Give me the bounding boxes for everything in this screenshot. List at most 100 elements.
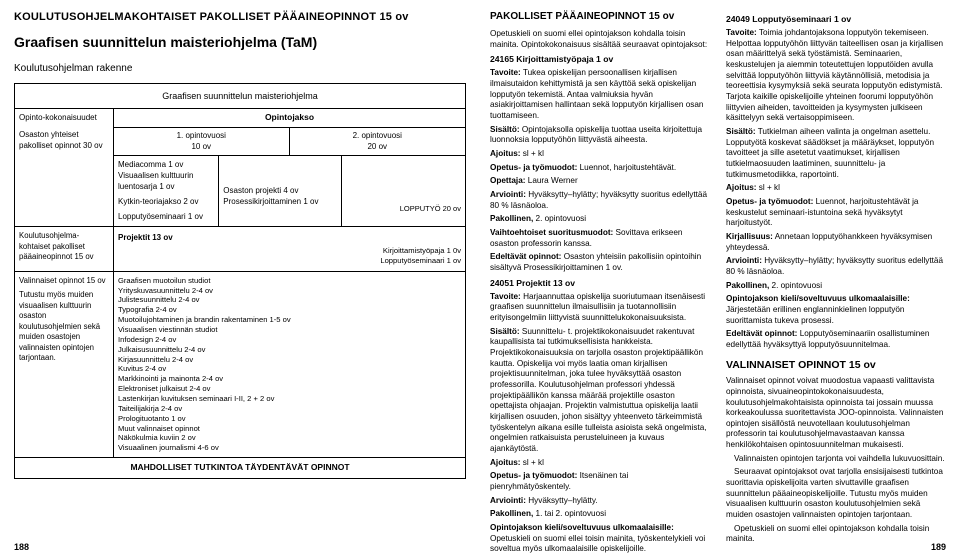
course-line: Pakollinen, 1. tai 2. opintovuosi [490,509,710,520]
course-line: Tavoite: Harjaannuttaa opiskelija suoriu… [490,292,710,324]
year-2-ov: 20 ov [367,142,387,151]
side-label: Opinto-kokonaisuudet [19,113,109,124]
diagram-main-2: Projektit 13 ov Kirjoittamistyöpaja 1 0v… [114,227,465,270]
intro-text: Opetuskieli on suomi ellei opintojakson … [490,29,710,50]
right-sub-1: PAKOLLISET PÄÄAINEOPINNOT 15 ov Opetuski… [480,0,720,556]
course-item: Osaston projekti 4 ov [223,186,337,197]
course-line: Tavoite: Tukea opiskelijan persoonallise… [490,68,710,121]
course-line: Arviointi: Hyväksytty–hylätty; hyväksytt… [726,256,946,277]
list-heading: Graafisen muotoilun studiot [118,276,461,286]
body-text: Valinnaiset opinnot voivat muodostua vap… [726,376,946,451]
side-label: Osaston yhteiset pakolliset opinnot 30 o… [19,130,109,152]
label: Opetus- ja työmuodot: [490,471,577,480]
value: Toimia johdantojaksona lopputyön tekemis… [726,28,943,122]
list-item: Prologituotanto 1 ov [118,414,461,424]
year-1: 1. opintovuosi 10 ov [114,128,290,156]
course-line: Opintojakson kieli/soveltuvuus ulkomaala… [490,523,710,555]
course-title: 24165 Kirjoittamistyöpaja 1 ov [490,54,710,65]
year-row: 1. opintovuosi 10 ov 2. opintovuosi 20 o… [114,128,465,157]
course-item: Visuaalisen kulttuurin luentosarja 1 ov [118,171,214,193]
label: Pakollinen, [726,281,769,290]
list-item: Julkaisusuunnittelu 2-4 ov [118,345,461,355]
elective-list: Graafisen muotoilun studiot Yrityskuvasu… [114,272,465,457]
diagram-side-1: Opinto-kokonaisuudet Osaston yhteiset pa… [15,109,114,226]
label: Opintojakson kieli/soveltuvuus ulkomaala… [490,523,674,532]
valinnaiset-head: Valinnaiset opinnot 15 ov [19,276,109,287]
body-col-2: Osaston projekti 4 ov Prosessikirjoittam… [219,156,342,226]
valinnaiset-heading: VALINNAISET OPINNOT 15 ov [726,359,946,373]
label: Pakollinen, [490,214,533,223]
value: Hyväksytty–hylätty. [526,496,598,505]
list-item: Elektroniset julkaisut 2-4 ov [118,384,461,394]
course-line: Sisältö: Opintojaksolla opiskelija tuott… [490,125,710,146]
value: 2. opintovuosi [769,281,822,290]
section-heading: PAKOLLISET PÄÄAINEOPINNOT 15 ov [490,10,710,23]
diagram-row-1: Opinto-kokonaisuudet Osaston yhteiset pa… [15,109,465,227]
course-line: Kirjallisuus: Annetaan lopputyöhankkeen … [726,232,946,253]
diagram-row-2: Koulutusohjelma-kohtaiset pakolliset pää… [15,227,465,271]
course-line: Opetus- ja työmuodot: Luennot, harjoitus… [726,197,946,229]
course-line: Pakollinen, 2. opintovuosi [726,281,946,292]
course-line: Opetus- ja työmuodot: Luennot, harjoitus… [490,163,710,174]
label: Edeltävät opinnot: [726,329,797,338]
subheading: Koulutusohjelman rakenne [14,62,466,76]
course-line: Ajoitus: sl + kl [726,183,946,194]
list-item: Kirjasuunnittelu 2-4 ov [118,355,461,365]
right-sub-2: 24049 Lopputyöseminaari 1 ov Tavoite: To… [720,0,960,556]
diagram-side-3: Valinnaiset opinnot 15 ov Tutustu myös m… [15,272,114,457]
diagram-row-3: Valinnaiset opinnot 15 ov Tutustu myös m… [15,272,465,458]
body-col-3: LOPPUTYÖ 20 ov [342,156,465,226]
heading-main: KOULUTUSOHJELMAKOHTAISET PAKOLLISET PÄÄA… [14,10,466,25]
label: Tavoite: [726,28,757,37]
label: Sisältö: [726,127,756,136]
label: Arviointi: [726,256,762,265]
value: Järjestetään erillinen englanninkielinen… [726,305,904,325]
heading-program: Graafisen suunnittelun maisteriohjelma (… [14,33,466,52]
course-line: Sisältö: Suunnittelu- t. projektikokonai… [490,327,710,455]
list-item: Markkinointi ja mainonta 2-4 ov [118,374,461,384]
opintojakso-head: Opintojakso [114,109,465,127]
label: Tavoite: [490,68,521,77]
value: Tutkielman aiheen valinta ja ongelman as… [726,127,934,179]
course-title: 24051 Projektit 13 ov [490,278,710,289]
value: sl + kl [756,183,779,192]
course-item: Prosessikirjoittaminen 1 ov [223,197,337,208]
page: KOULUTUSOHJELMAKOHTAISET PAKOLLISET PÄÄA… [0,0,960,556]
list-item: Julistesuunnittelu 2-4 ov [118,295,461,305]
label: Kirjallisuus: [726,232,773,241]
label: Arviointi: [490,190,526,199]
value: Laura Werner [526,176,578,185]
list-item: Kuvitus 2-4 ov [118,364,461,374]
value: Opintojaksolla opiskelija tuottaa useita… [490,125,702,145]
body-text: Valinnaisten opintojen tarjonta voi vaih… [726,454,946,465]
list-item: Typografia 2-4 ov [118,305,461,315]
projektit-title: Projektit 13 ov [118,231,461,246]
label: Opetus- ja työmuodot: [490,163,577,172]
value: Suunnittelu- t. projektikokonaisuudet ra… [490,327,707,453]
label: Arviointi: [490,496,526,505]
valinnaiset-note: Tutustu myös muiden visuaalisen kulttuur… [19,290,109,364]
course-line: Sisältö: Tutkielman aiheen valinta ja on… [726,127,946,180]
label: Edeltävät opinnot: [490,252,561,261]
course-line: Arviointi: Hyväksytty–hylätty. [490,496,710,507]
value: sl + kl [520,458,543,467]
course-line: Edeltävät opinnot: Lopputyöseminaariin o… [726,329,946,350]
right-column: PAKOLLISET PÄÄAINEOPINNOT 15 ov Opetuski… [480,0,960,556]
course-line: Pakollinen, 2. opintovuosi [490,214,710,225]
page-number-left: 188 [14,542,29,552]
course-item: Lopputyöseminaari 1 ov [118,212,214,223]
year-2: 2. opintovuosi 20 ov [290,128,466,156]
year-1-ov: 10 ov [191,142,211,151]
value: sl + kl [520,149,543,158]
label: Ajoitus: [490,458,520,467]
course-line: Ajoitus: sl + kl [490,149,710,160]
course-line: Opintojakson kieli/soveltuvuus ulkomaala… [726,294,946,326]
list-item: Visuaalinen journalismi 4-6 ov [118,443,461,453]
label: Vaihtoehtoiset suoritusmuodot: [490,228,613,237]
left-column: KOULUTUSOHJELMAKOHTAISET PAKOLLISET PÄÄA… [0,0,480,556]
list-item: Muotoilujohtaminen ja brandin rakentamin… [118,315,461,325]
list-item: Visuaalisen viestinnän studiot [118,325,461,335]
list-item: Taiteilijakirja 2-4 ov [118,404,461,414]
diagram-footer: MAHDOLLISET TUTKINTOA TÄYDENTÄVÄT OPINNO… [15,458,465,477]
body-text: Seuraavat opintojaksot ovat tarjolla ens… [726,467,946,520]
